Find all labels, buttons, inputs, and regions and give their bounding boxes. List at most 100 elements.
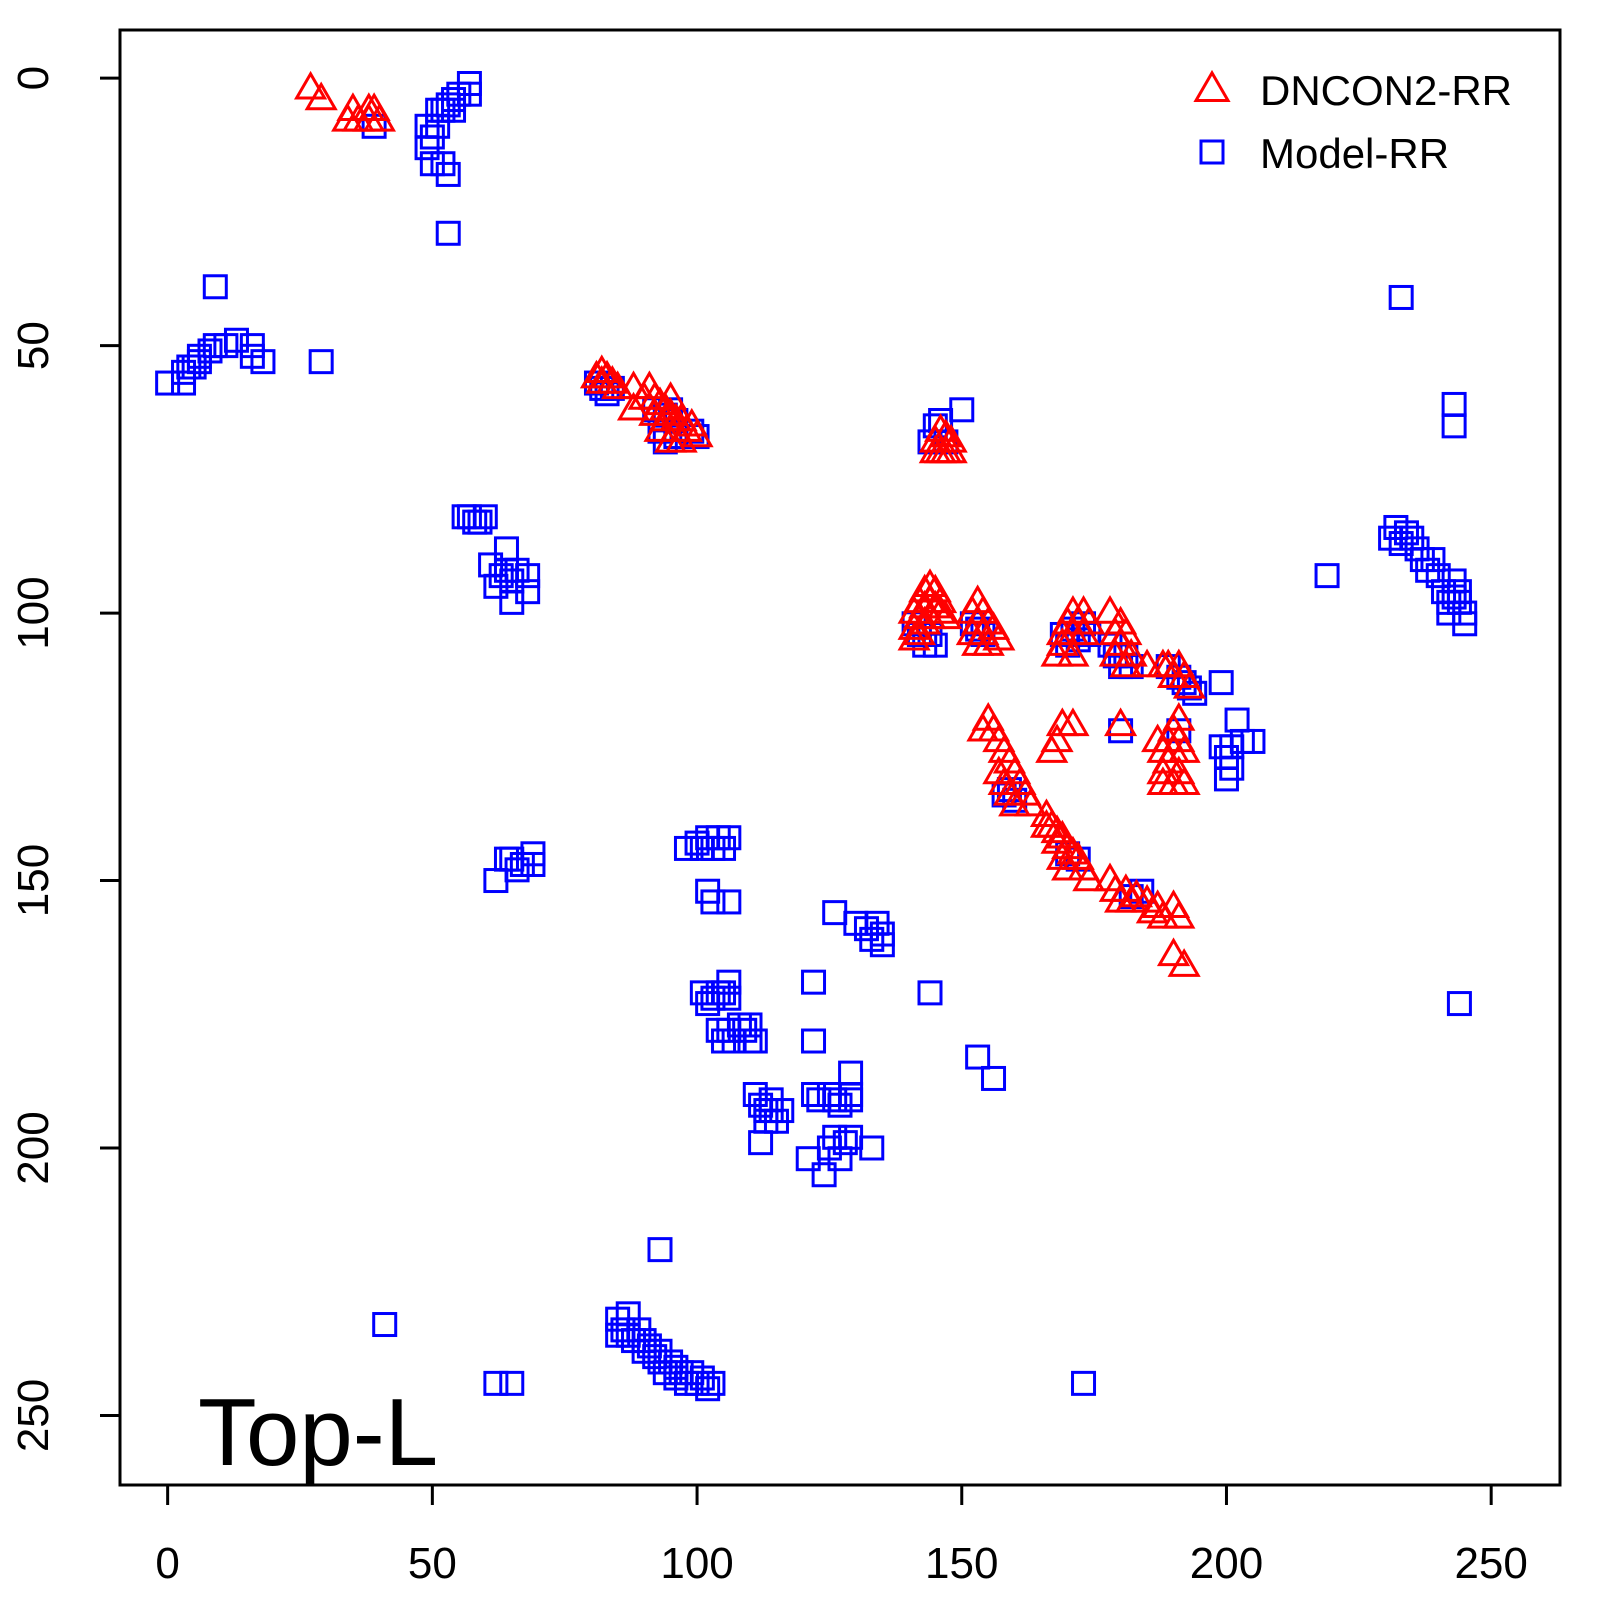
data-point-triangle [1151, 744, 1185, 774]
legend-marker-triangle [1193, 69, 1231, 103]
data-point-triangle [1051, 851, 1085, 881]
data-point-square [748, 1130, 774, 1156]
data-point-square [1452, 611, 1478, 637]
data-point-square [838, 1087, 864, 1113]
data-point-triangle [304, 81, 338, 111]
data-point-triangle [1040, 723, 1074, 753]
data-point-square [647, 1237, 673, 1263]
data-point-triangle [1146, 766, 1180, 795]
data-point-square [197, 338, 223, 364]
data-point-triangle [1156, 937, 1191, 967]
data-point-triangle [1103, 707, 1138, 737]
y-tick-label: 100 [9, 576, 58, 649]
data-point-square [716, 985, 742, 1011]
data-point-triangle [929, 600, 963, 630]
data-point-square [811, 1162, 837, 1188]
data-point-square [1441, 413, 1467, 439]
data-point-triangle [913, 568, 947, 598]
data-point-triangle [971, 627, 1005, 656]
data-point-triangle [934, 434, 968, 464]
x-tick-label: 0 [155, 1539, 179, 1588]
data-point-square [716, 889, 742, 915]
data-point-square [515, 563, 541, 589]
y-axis: 0 50 100 150 200 250 [9, 66, 122, 1452]
data-point-triangle [653, 381, 688, 410]
x-tick-label: 150 [925, 1539, 998, 1588]
data-point-square [1446, 991, 1472, 1017]
y-tick-label: 200 [9, 1111, 58, 1184]
data-point-triangle [601, 370, 635, 400]
data-point-square [801, 969, 827, 995]
data-point-square [308, 349, 334, 375]
data-point-square [695, 1376, 721, 1402]
data-points [155, 70, 1478, 1402]
data-point-triangle [1114, 883, 1148, 913]
data-point-triangle [1056, 707, 1090, 737]
data-point-triangle [918, 589, 952, 619]
data-point-triangle [1130, 648, 1164, 678]
data-point-square [742, 1028, 768, 1054]
data-point-square [435, 220, 461, 246]
x-axis: 0 50 100 150 200 250 [155, 1483, 1528, 1588]
data-point-square [822, 1087, 848, 1113]
legend-triangle-icon [1193, 69, 1231, 103]
data-point-square [504, 857, 530, 883]
data-point-triangle [1167, 948, 1201, 977]
data-point-square [483, 1370, 509, 1396]
data-point-triangle [590, 359, 624, 389]
data-point-triangle [1098, 637, 1132, 667]
data-point-square [716, 825, 742, 851]
series-dncon2-rr [293, 70, 1207, 977]
data-point-triangle [638, 381, 672, 410]
legend: DNCON2-RR Model-RR [1193, 67, 1512, 177]
data-point-triangle [1093, 595, 1127, 624]
data-point-triangle [293, 70, 328, 100]
data-point-square [716, 969, 742, 995]
data-point-triangle [595, 365, 629, 394]
x-tick-label: 200 [1190, 1539, 1263, 1588]
data-point-square [965, 1044, 991, 1070]
data-point-square [472, 504, 498, 530]
data-point-square [520, 851, 546, 877]
data-point-square [435, 161, 461, 187]
data-point-square [372, 1312, 398, 1338]
data-point-square [1071, 1370, 1097, 1396]
data-point-triangle [1109, 616, 1143, 646]
data-point-triangle [897, 621, 931, 651]
data-point-triangle [1167, 766, 1201, 795]
legend-label-dncon2-rr: DNCON2-RR [1260, 67, 1512, 114]
data-point-triangle [1109, 648, 1143, 678]
data-point-triangle [643, 413, 677, 442]
data-point-triangle [1167, 734, 1201, 763]
y-tick-label: 50 [9, 321, 58, 370]
data-point-square [869, 932, 895, 958]
data-point-square [1314, 563, 1340, 589]
data-point-triangle [680, 418, 714, 448]
data-point-square [223, 327, 249, 353]
x-tick-label: 50 [408, 1539, 457, 1588]
data-point-square [499, 1370, 525, 1396]
data-point-triangle [1045, 627, 1079, 656]
data-point-triangle [585, 354, 619, 384]
y-tick-label: 150 [9, 844, 58, 917]
data-point-square [515, 579, 541, 605]
data-point-square [917, 980, 943, 1006]
data-point-square [981, 1065, 1007, 1091]
y-tick-label: 0 [9, 66, 58, 90]
data-point-square [1388, 284, 1414, 310]
data-point-square [737, 1012, 763, 1038]
legend-square-icon [1199, 139, 1225, 165]
legend-marker-square [1199, 139, 1225, 165]
data-point-square [801, 1028, 827, 1054]
data-point-square [250, 349, 276, 375]
data-point-square [859, 1135, 885, 1161]
data-point-square [1425, 563, 1451, 589]
x-tick-label: 250 [1454, 1539, 1527, 1588]
data-point-triangle [923, 595, 958, 624]
data-point-square [1420, 547, 1446, 573]
data-point-square [832, 1130, 858, 1156]
data-point-triangle [1056, 637, 1090, 667]
data-point-square [700, 889, 726, 915]
